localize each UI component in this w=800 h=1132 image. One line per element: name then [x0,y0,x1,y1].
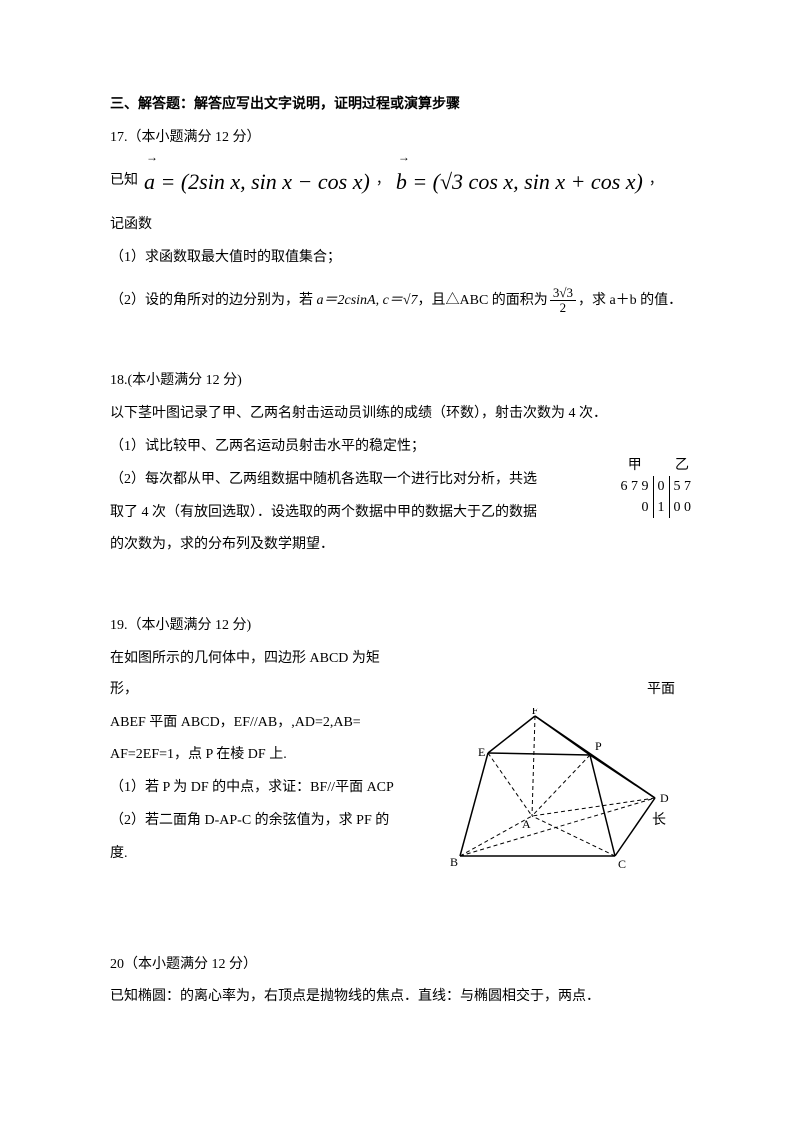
q19-part2a: （2）若二面角 D-AP-C 的余弦值为，求 PF 的 [110,806,400,837]
row1-stem: 0 [653,476,669,497]
label-b: B [450,855,458,869]
stem-leaf-header-row: 甲 乙 [617,455,696,476]
geometry-figure: F E P A D B C [440,708,670,873]
q20-line1: 已知椭圆：的离心率为，右顶点是抛物线的焦点．直线：与椭圆相交于，两点． [110,982,690,1013]
vector-b: b [396,158,407,206]
label-e: E [478,745,485,759]
row1-left: 6 7 9 [617,476,654,497]
question-20: 20（本小题满分 12 分） 已知椭圆：的离心率为，右顶点是抛物线的焦点．直线：… [110,950,690,1014]
stem-leaf-row2: 0 1 0 0 [617,497,696,518]
header-left: 甲 [617,455,654,476]
question-17: 17.（本小题满分 12 分） 已知 a = (2sin x, sin x − … [110,123,690,317]
label-p: P [595,739,602,753]
label-f: F [532,708,539,717]
label-c: C [618,857,626,871]
formula-a-body: = (2sin x, sin x − cos x) [155,169,370,194]
vector-a: a [144,158,155,206]
q17-fraction: 3√32 [550,286,576,316]
comma: ， [376,166,390,197]
row2-right: 0 0 [669,497,695,518]
q17-formula-a: a = (2sin x, sin x − cos x) [144,158,370,206]
q17-formula-line: 已知 a = (2sin x, sin x − cos x) ， b = (√3… [110,158,690,206]
row1-right: 5 7 [669,476,695,497]
q19-line1: 在如图所示的几何体中，四边形 ABCD 为矩形， 平面 [110,644,690,706]
q18-part2a: （2）每次都从甲、乙两组数据中随机各选取一个进行比对分析，共选 [110,465,690,496]
q17-given-prefix: 已知 [110,166,138,197]
q18-line1: 以下茎叶图记录了甲、乙两名射击运动员训练的成绩（环数），射击次数为 4 次． [110,399,690,430]
q17-part2-eq: a＝2csinA, c＝√7 [317,293,418,308]
stem-leaf-row1: 6 7 9 0 5 7 [617,476,696,497]
q17-part2: （2）设的角所对的边分别为，若 a＝2csinA, c＝√7，且△ABC 的面积… [110,286,690,317]
q17-part1: （1）求函数取最大值时的取值集合； [110,243,690,274]
header-right: 乙 [669,455,695,476]
frac-num: 3√3 [550,286,576,301]
q18-part1: （1）试比较甲、乙两名运动员射击水平的稳定性； [110,432,690,463]
q17-part2-prefix: （2）设的角所对的边分别为，若 [110,293,317,308]
formula-b-body: = (√3 cos x, sin x + cos x) [407,169,643,194]
header-blank [653,455,669,476]
q19-line1b: 平面 [647,682,675,697]
q19-line1a: 在如图所示的几何体中，四边形 ABCD 为矩形， [110,644,395,706]
row2-left: 0 [617,497,654,518]
label-d: D [660,791,669,805]
question-18: 18.(本小题满分 12 分) 以下茎叶图记录了甲、乙两名射击运动员训练的成绩（… [110,366,690,561]
frac-den: 2 [557,301,570,315]
q17-line2: 记函数 [110,210,690,241]
stem-leaf-plot: 甲 乙 6 7 9 0 5 7 0 1 0 0 [617,455,696,518]
q19-header: 19.（本小题满分 12 分) [110,611,690,642]
q18-part2c: 的次数为，求的分布列及数学期望． [110,530,690,561]
q18-part2b: 取了 4 次（有放回选取）．设选取的两个数据中甲的数据大于乙的数据 [110,498,690,529]
q17-part2-mid: ，且△ABC 的面积为 [418,293,548,308]
section-title: 三、解答题：解答应写出文字说明，证明过程或演算步骤 [110,90,690,121]
row2-stem: 1 [653,497,669,518]
q18-header: 18.(本小题满分 12 分) [110,366,690,397]
q20-header: 20（本小题满分 12 分） [110,950,690,981]
q17-formula-b: b = (√3 cos x, sin x + cos x) [396,158,643,206]
stem-leaf-table: 甲 乙 6 7 9 0 5 7 0 1 0 0 [617,455,696,518]
q17-part2-suffix: ，求 a＋b 的值． [578,293,682,308]
label-a: A [522,817,531,831]
q17-given-suffix: ， [649,166,663,197]
